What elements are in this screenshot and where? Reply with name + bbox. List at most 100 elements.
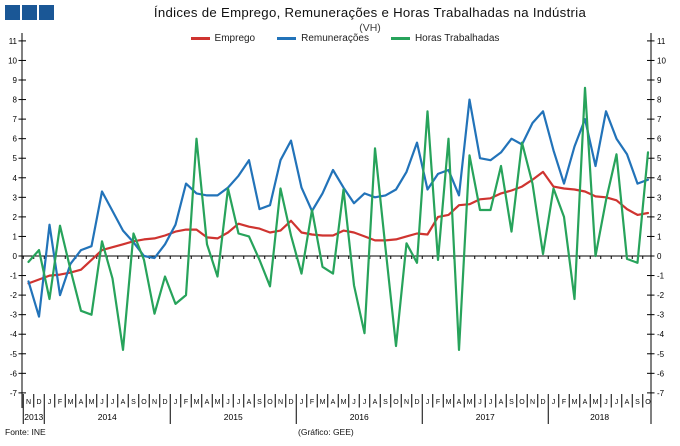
y-axis-label-right: -7 xyxy=(657,389,665,398)
y-axis-label-right: 1 xyxy=(657,232,662,241)
x-year-label: 2016 xyxy=(350,412,369,422)
x-year-label: 2013 xyxy=(24,412,43,422)
y-axis-label-right: -1 xyxy=(657,272,665,281)
y-axis-label-right: -2 xyxy=(657,291,665,300)
legend-item-emprego: Emprego xyxy=(190,33,256,44)
y-axis-label-right: 3 xyxy=(657,193,662,202)
x-month-label: S xyxy=(131,399,136,406)
x-month-label: J xyxy=(552,399,556,406)
y-axis-label-left: -2 xyxy=(10,291,18,300)
x-month-label: J xyxy=(478,399,482,406)
x-month-label: M xyxy=(215,399,221,406)
y-axis-label-left: 10 xyxy=(8,56,17,65)
x-month-label: D xyxy=(540,399,545,406)
y-axis-label-right: -6 xyxy=(657,369,665,378)
y-axis-label-left: 4 xyxy=(13,174,18,183)
x-month-label: D xyxy=(288,399,293,406)
x-month-label: A xyxy=(625,399,630,406)
x-month-label: A xyxy=(331,399,336,406)
y-axis-label-left: 1 xyxy=(13,232,18,241)
x-month-label: S xyxy=(635,399,640,406)
x-month-label: O xyxy=(645,399,651,406)
x-month-label: F xyxy=(436,399,440,406)
x-month-label: J xyxy=(426,399,430,406)
x-month-label: D xyxy=(414,399,419,406)
x-month-label: F xyxy=(58,399,62,406)
x-month-label: S xyxy=(509,399,514,406)
x-month-label: J xyxy=(237,399,241,406)
x-month-label: J xyxy=(352,399,356,406)
logo-square xyxy=(5,5,20,20)
footer-credit: (Gráfico: GEE) xyxy=(298,427,354,437)
y-axis-label-right: -4 xyxy=(657,330,665,339)
x-month-label: J xyxy=(615,399,619,406)
y-axis-label-left: 2 xyxy=(13,213,18,222)
y-axis-label-right: 2 xyxy=(657,213,662,222)
x-month-label: S xyxy=(383,399,388,406)
y-axis-label-left: 11 xyxy=(9,37,18,46)
x-month-label: A xyxy=(583,399,588,406)
y-axis-label-left: 8 xyxy=(13,96,18,105)
x-month-label: N xyxy=(530,399,535,406)
x-month-label: A xyxy=(79,399,84,406)
x-month-label: N xyxy=(26,399,31,406)
x-month-label: J xyxy=(363,399,367,406)
x-month-label: S xyxy=(257,399,262,406)
x-month-label: M xyxy=(446,399,452,406)
x-month-label: A xyxy=(373,399,378,406)
legend-label: Horas Trabalhadas xyxy=(414,33,500,44)
x-month-label: J xyxy=(604,399,608,406)
x-month-label: O xyxy=(267,399,273,406)
y-axis-label-left: 3 xyxy=(13,193,18,202)
x-month-label: J xyxy=(489,399,493,406)
legend-item-horas: Horas Trabalhadas xyxy=(390,33,500,44)
x-month-label: N xyxy=(404,399,409,406)
x-month-label: F xyxy=(562,399,566,406)
chart-title: Índices de Emprego, Remunerações e Horas… xyxy=(153,5,587,20)
x-year-label: 2014 xyxy=(98,412,117,422)
y-axis-label-right: -3 xyxy=(657,311,665,320)
x-month-label: M xyxy=(467,399,473,406)
y-axis-label-right: 6 xyxy=(657,135,662,144)
x-month-label: F xyxy=(310,399,314,406)
legend-label: Emprego xyxy=(214,33,256,44)
y-axis-label-left: -7 xyxy=(10,389,18,398)
y-axis-label-left: -5 xyxy=(10,350,18,359)
series-line-remunerações xyxy=(27,98,650,318)
x-month-label: M xyxy=(572,399,578,406)
y-axis-label-right: 0 xyxy=(657,252,662,261)
y-axis-label-right: 5 xyxy=(657,154,662,163)
x-month-label: J xyxy=(226,399,230,406)
y-axis-label-left: -6 xyxy=(10,369,18,378)
y-axis-label-left: 0 xyxy=(13,252,18,261)
legend-line-swatch-blue xyxy=(277,37,297,40)
y-axis-label-right: -5 xyxy=(657,350,665,359)
x-month-label: J xyxy=(300,399,304,406)
x-month-label: J xyxy=(48,399,52,406)
logo-square xyxy=(39,5,54,20)
x-month-label: D xyxy=(36,399,41,406)
x-month-label: O xyxy=(141,399,147,406)
chart-subtitle: (VH) xyxy=(359,22,381,34)
x-year-label: 2018 xyxy=(590,412,609,422)
y-axis-label-left: -1 xyxy=(10,272,18,281)
y-axis-label-left: 9 xyxy=(13,76,18,85)
x-month-label: D xyxy=(162,399,167,406)
y-axis-label-left: 6 xyxy=(13,135,18,144)
x-month-label: J xyxy=(100,399,104,406)
y-axis-label-left: 7 xyxy=(13,115,18,124)
x-month-label: O xyxy=(519,399,525,406)
y-axis-label-left: -3 xyxy=(10,311,18,320)
x-month-label: A xyxy=(205,399,210,406)
x-month-label: M xyxy=(194,399,200,406)
legend-line-swatch-green xyxy=(390,37,410,40)
x-month-label: M xyxy=(341,399,347,406)
y-axis-label-left: -4 xyxy=(10,330,18,339)
footer-source: Fonte: INE xyxy=(5,427,46,437)
x-month-label: J xyxy=(111,399,115,406)
x-month-label: A xyxy=(499,399,504,406)
legend-label: Remunerações xyxy=(301,33,369,44)
y-axis-label-right: 11 xyxy=(657,37,666,46)
